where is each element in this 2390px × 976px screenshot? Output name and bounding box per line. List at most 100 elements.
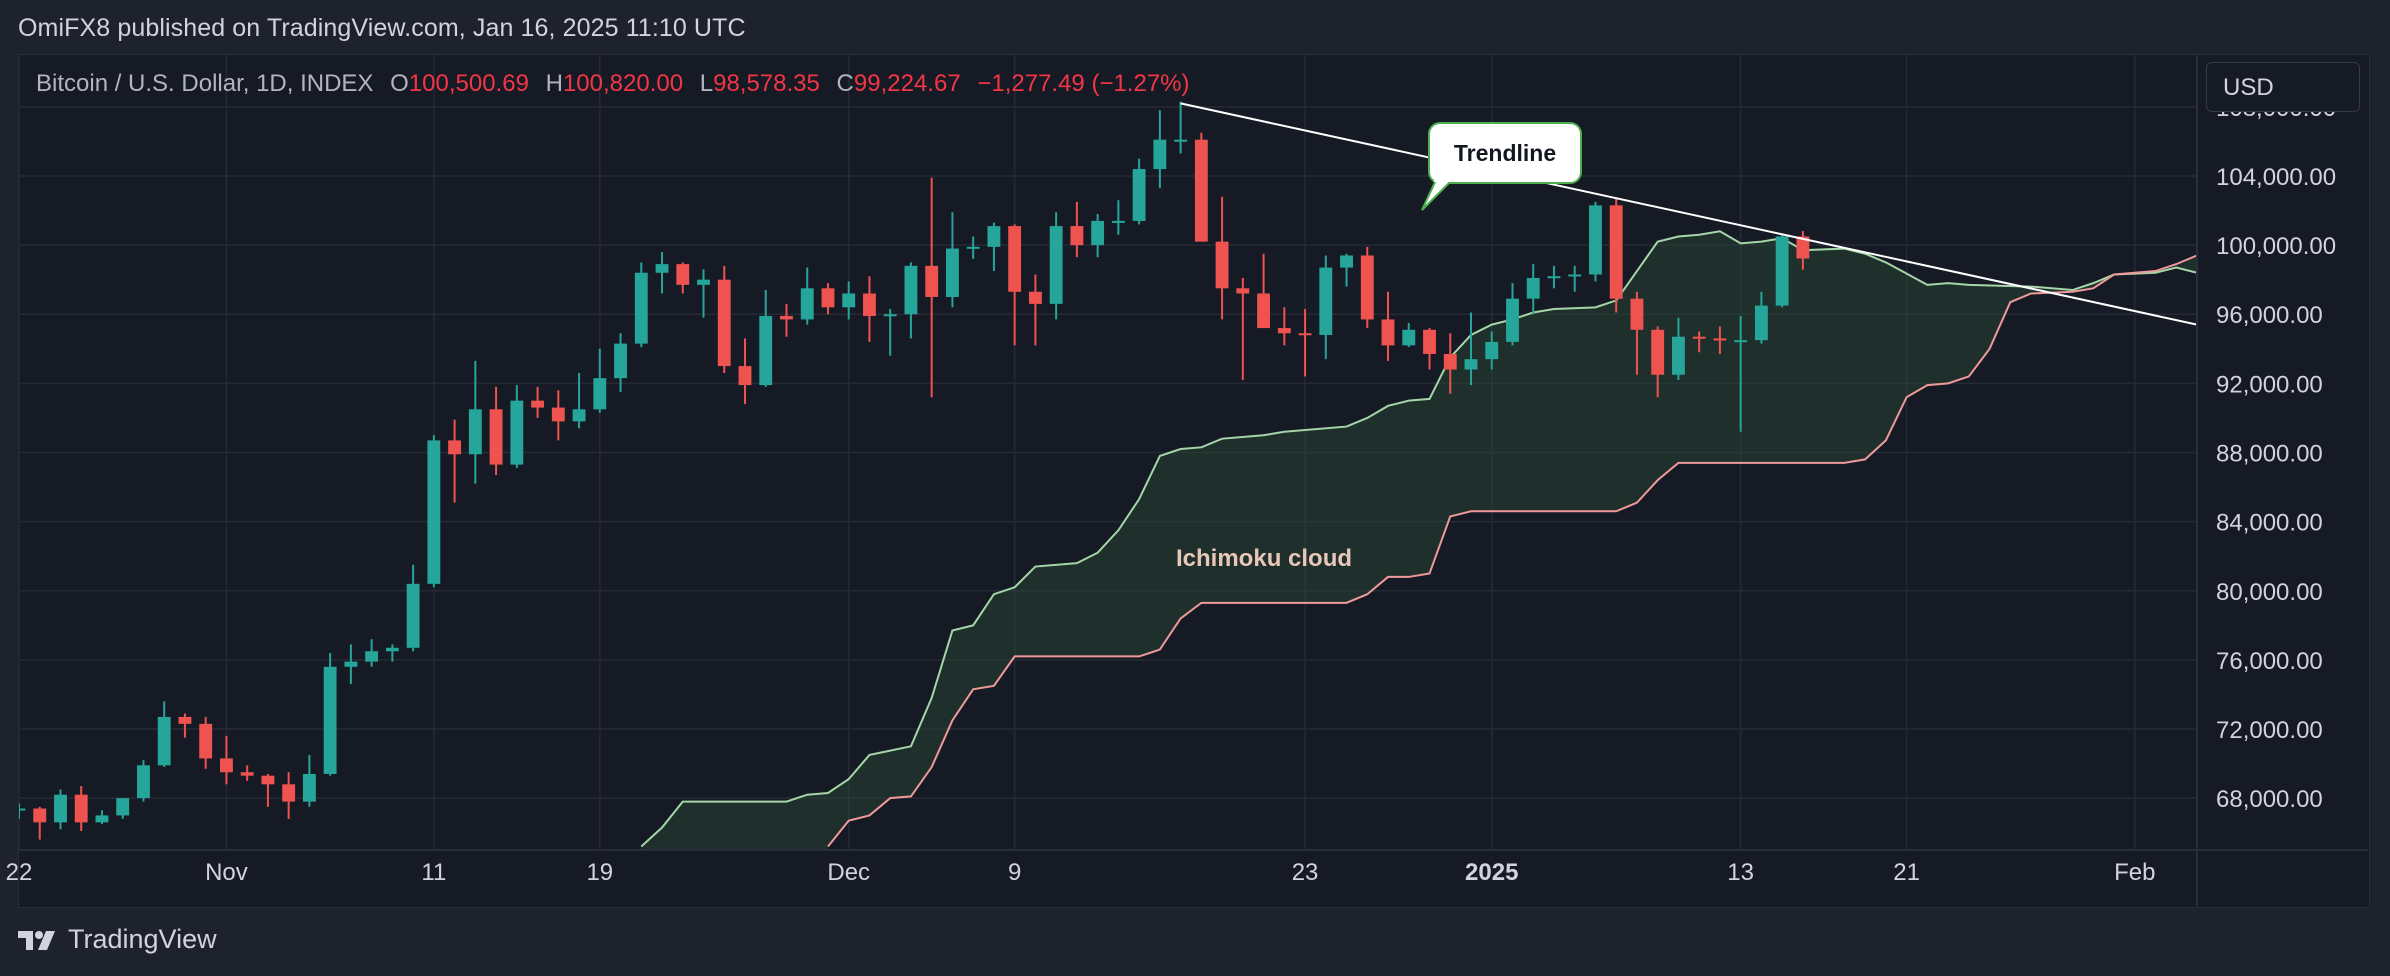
x-tick-label: Nov [205,859,248,886]
x-tick-label: 9 [1008,859,1021,886]
candle-body [1194,139,1208,242]
candle [282,772,296,819]
candle-body [1568,274,1582,277]
symbol-label: Bitcoin / U.S. Dollar, 1D, INDEX [36,70,374,97]
candle-body [1692,336,1706,339]
tradingview-logo[interactable]: TradingView [18,924,217,955]
y-tick-label: 92,000.00 [2216,371,2323,398]
candle-body [33,808,47,823]
y-tick-label: 100,000.00 [2216,233,2336,260]
candle [1423,328,1436,370]
candle-body [780,315,793,320]
candle [157,701,171,768]
trendline[interactable] [1180,102,2198,326]
trendline-group [1180,102,2198,326]
candle [1402,322,1416,348]
candle [1111,200,1125,235]
tradingview-logo-icon [18,930,55,950]
candle [1630,291,1644,375]
candle-body [365,651,379,662]
y-tick-label: 104,000.00 [2216,164,2336,191]
open-value: 100,500.69 [408,70,529,97]
currency-button[interactable]: USD [2206,62,2360,112]
candle [1589,201,1602,282]
open-label: O [390,70,409,97]
candle-body [572,409,586,422]
x-tick-label: Feb [2114,859,2155,886]
candle-body [510,400,524,465]
candle [945,212,959,308]
candle-body [468,409,482,455]
candle [759,290,773,387]
candle-body [883,314,897,317]
chart-panel[interactable] [18,54,2370,908]
candle-body [240,772,254,776]
candle [634,262,648,348]
candle-body [1153,139,1167,170]
candle-body [95,815,109,823]
candle [1671,317,1685,380]
trendline-callout: Trendline [1428,122,1582,184]
candle [738,338,752,405]
x-tick-label: 19 [586,859,613,886]
candle [925,177,939,398]
candle-body [178,716,192,724]
x-tick-label: 23 [1292,859,1319,886]
candle-body [925,265,939,297]
candle-body [966,246,980,249]
candle-body [137,765,150,799]
candles [19,101,1810,840]
candle-body [1174,139,1188,142]
candle-body [676,264,690,285]
candle-body [1526,277,1540,299]
candle-body [697,279,710,285]
candle [1091,214,1105,258]
y-tick-label: 84,000.00 [2216,510,2323,537]
candle [655,252,669,294]
y-tick-label: 80,000.00 [2216,579,2323,606]
candle-body [19,808,26,811]
candle-body [1215,241,1229,289]
candle-body [344,661,358,667]
candle [1340,253,1353,287]
y-tick-label: 72,000.00 [2216,717,2323,744]
candle [1526,264,1540,315]
candle-body [1236,288,1250,294]
candle-body [116,798,130,816]
candle-body [1423,329,1436,354]
candle [95,810,109,825]
candle-body [406,583,420,648]
candle-body [1734,340,1748,343]
candle [427,435,441,588]
candle [178,713,192,738]
candle [883,309,897,356]
candle [676,262,690,294]
ohlc-legend: Bitcoin / U.S. Dollar, 1D, INDEX O100,50… [36,70,1190,98]
candle-body [261,775,275,785]
candle [800,267,814,325]
candle [1443,333,1457,394]
candle [1236,277,1250,380]
candle [116,798,130,819]
candle-body [904,265,918,315]
candle [489,386,503,475]
candle-body [1070,226,1084,246]
candle-body [987,226,1001,247]
candle-body [282,784,296,802]
candle [1360,246,1374,329]
y-tick-label: 76,000.00 [2216,648,2323,675]
candle-body [593,378,607,410]
candle [1215,196,1229,320]
candle [1277,307,1291,346]
candle-body [427,440,441,584]
candle-body [1402,329,1416,346]
candle [531,386,545,418]
candle [1692,331,1706,353]
candle [697,269,710,318]
candle [448,419,462,503]
candle-body [1609,205,1623,299]
candle [551,390,565,441]
candle [302,754,316,807]
candle [54,789,67,830]
